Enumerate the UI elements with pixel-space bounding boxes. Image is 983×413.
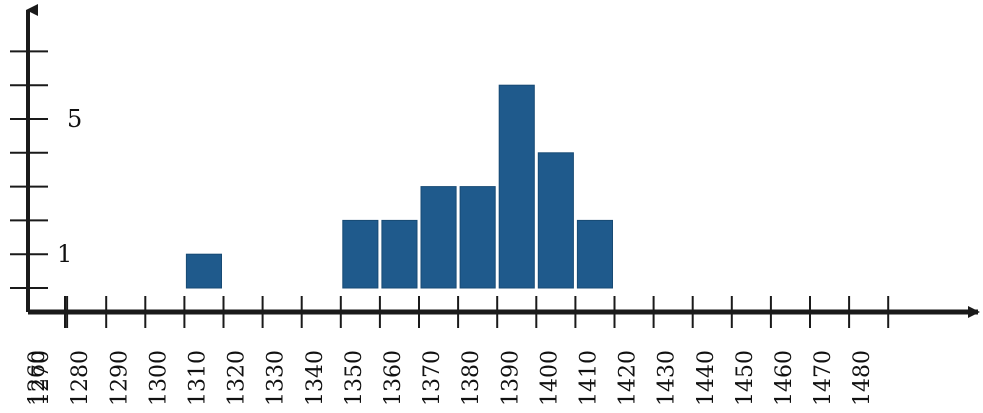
x-tick-label-1320: 1320 bbox=[225, 350, 250, 406]
x-tick-label-1370: 1370 bbox=[420, 350, 445, 406]
x-tick-label-1480: 1480 bbox=[850, 350, 875, 406]
x-tick-label-1420: 1420 bbox=[616, 350, 641, 406]
x-tick-label-1470: 1470 bbox=[811, 350, 836, 406]
y-tick-label-1: 1 bbox=[57, 240, 72, 268]
bar-1350 bbox=[381, 219, 418, 289]
x-tick-label-1380: 1380 bbox=[459, 350, 484, 406]
bar-1400 bbox=[576, 219, 614, 289]
x-tick-label-1450: 1450 bbox=[733, 350, 758, 406]
x-tick-label-1290: 1290 bbox=[107, 350, 132, 406]
x-tick-label-1330: 1330 bbox=[264, 350, 289, 406]
x-tick-label-1270: 1270 bbox=[29, 350, 54, 406]
ticks-layer bbox=[10, 50, 890, 328]
bar-1360 bbox=[420, 186, 457, 289]
bar-1390 bbox=[537, 152, 574, 289]
x-tick-label-1410: 1410 bbox=[577, 350, 602, 406]
bar-1300 bbox=[185, 253, 222, 289]
x-tick-label-1440: 1440 bbox=[694, 350, 719, 406]
bar-1340 bbox=[342, 219, 379, 289]
x-tick-label-1360: 1360 bbox=[381, 350, 406, 406]
x-tick-label-1310: 1310 bbox=[186, 350, 211, 406]
bar-1380 bbox=[498, 84, 535, 289]
y-tick-label-5: 5 bbox=[67, 105, 82, 133]
x-tick-label-1460: 1460 bbox=[772, 350, 797, 406]
bar-1370 bbox=[459, 186, 496, 289]
x-tick-label-1300: 1300 bbox=[146, 350, 171, 406]
x-tick-label-1430: 1430 bbox=[655, 350, 680, 406]
x-tick-label-1340: 1340 bbox=[303, 350, 328, 406]
x-tick-label-1260: 1260 bbox=[25, 350, 50, 406]
x-tick-label-1390: 1390 bbox=[498, 350, 523, 406]
x-tick-label-1400: 1400 bbox=[537, 350, 562, 406]
bars-layer bbox=[185, 84, 614, 289]
axes-layer bbox=[26, 4, 980, 318]
x-tick-label-1280: 1280 bbox=[68, 350, 93, 406]
x-tick-label-1350: 1350 bbox=[342, 350, 367, 406]
